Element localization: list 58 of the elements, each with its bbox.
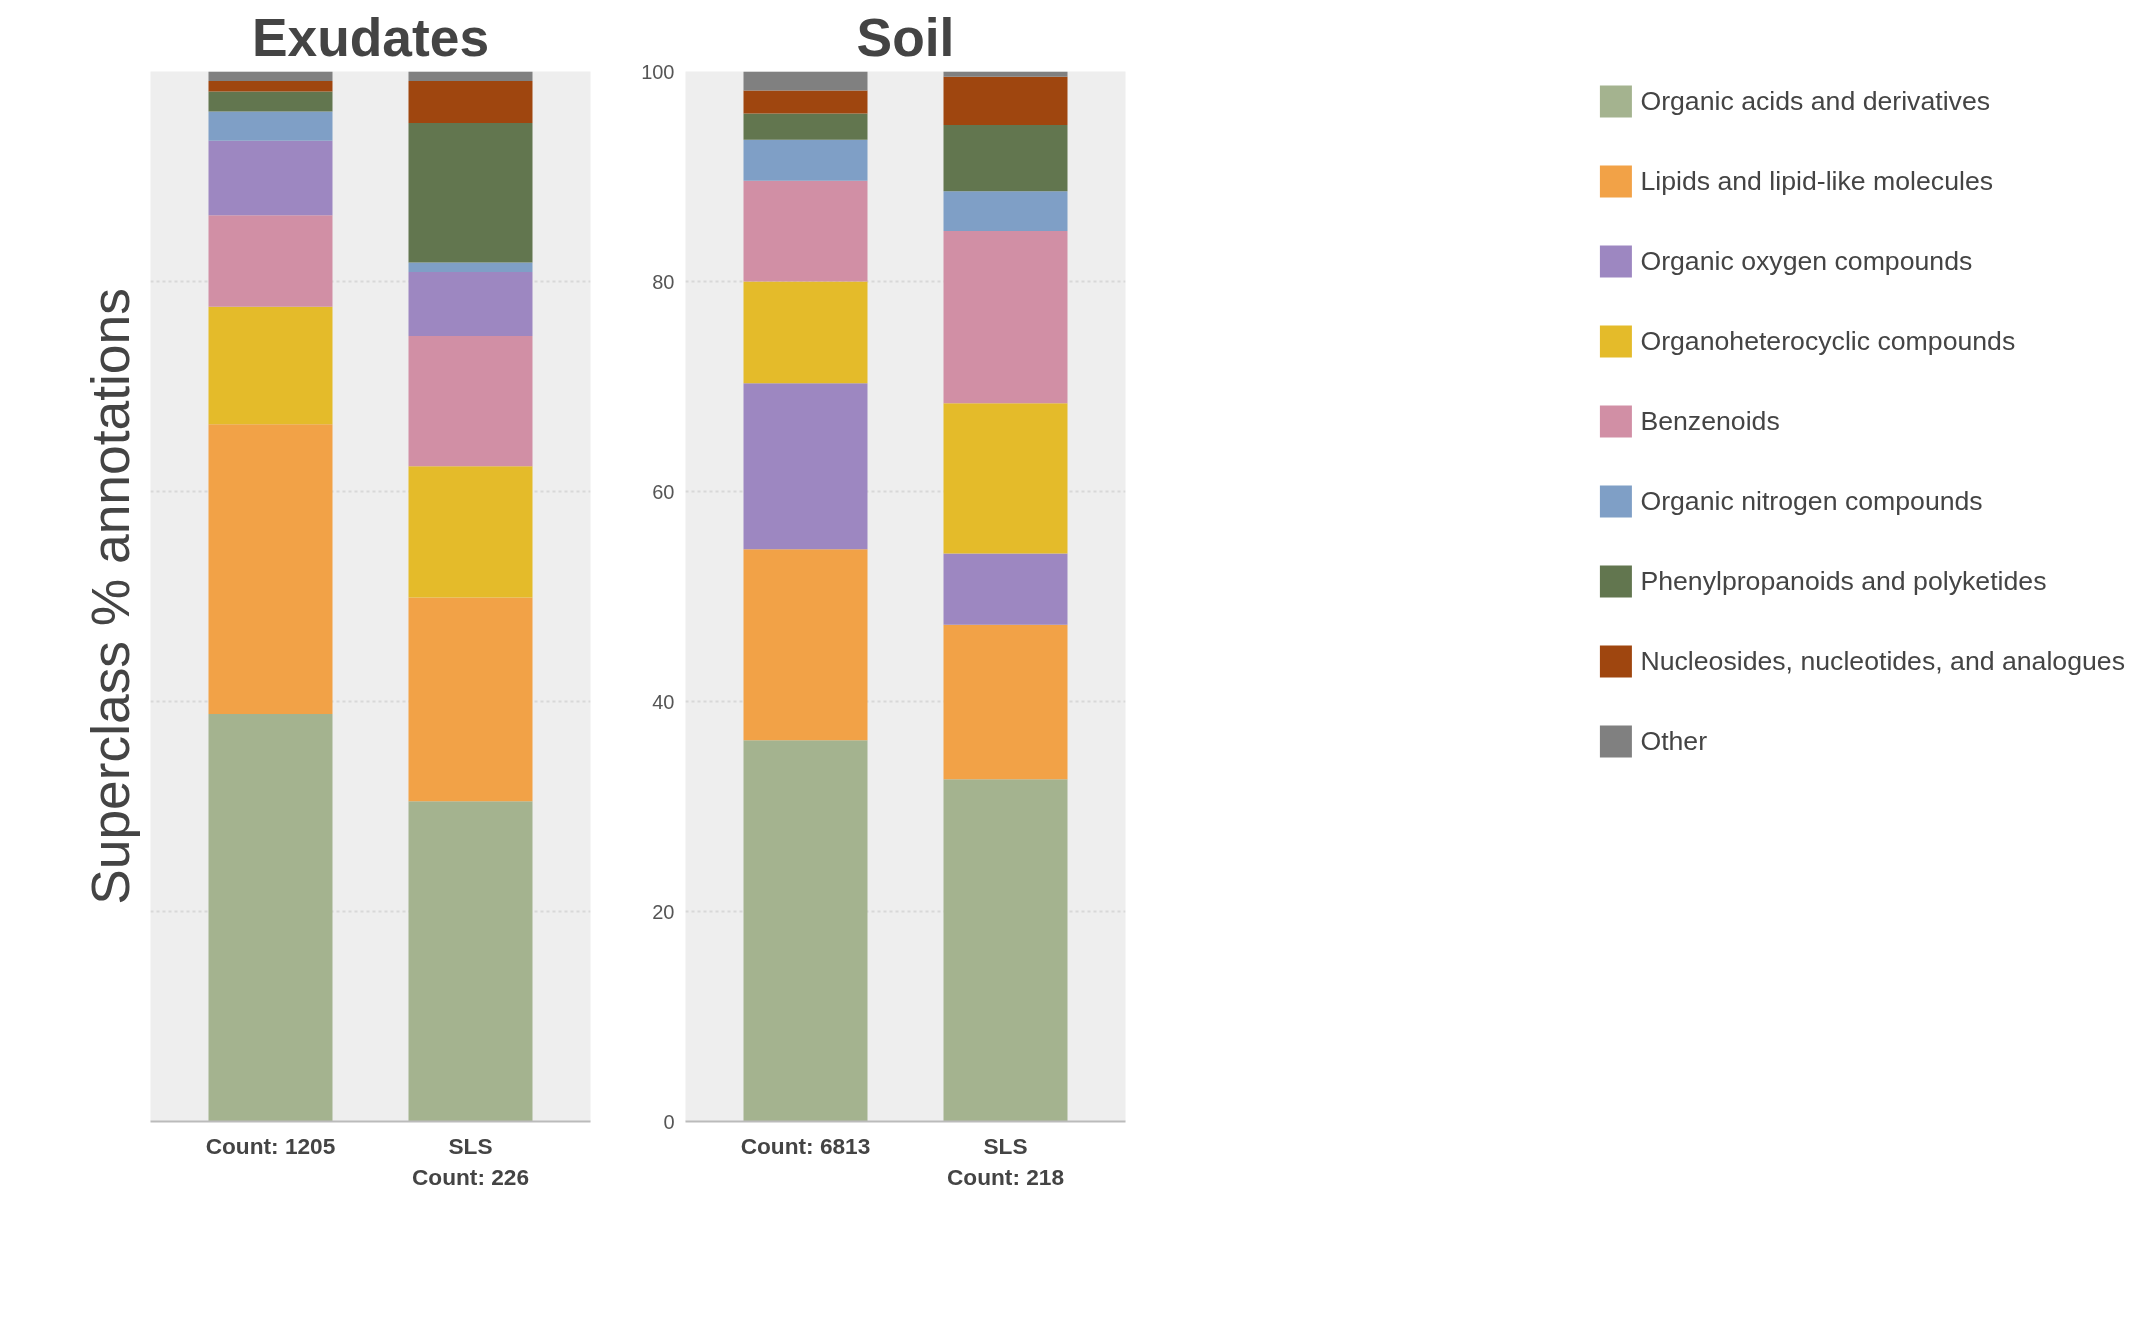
bar [408,801,533,1122]
bar [943,231,1068,404]
y-tick-label: 80 [652,270,675,293]
y-tick-label: 40 [652,690,675,713]
legend-label: Organic acids and derivatives [1640,85,1991,117]
bar [943,76,1068,126]
legend-label: Organic nitrogen compounds [1640,485,1983,517]
chart-title: Exudates [251,7,490,67]
bar [208,71,333,81]
bar [743,549,868,741]
bar [743,180,868,282]
bar [408,122,533,263]
bar [208,140,333,216]
bar [943,624,1068,780]
bar [408,597,533,802]
bar [408,71,533,81]
y-tick-label: 0 [663,1110,675,1133]
bar [943,779,1068,1122]
bar [743,71,868,91]
bar [943,71,1068,77]
bar [743,281,868,384]
x-tick-label: SLS Count: 218 [946,1132,1065,1190]
y-tick-label: 60 [652,480,675,503]
bar [943,191,1068,232]
bar [408,262,533,273]
chart-title: Soil [856,7,955,67]
bar [408,466,533,598]
bar [208,306,333,425]
bar [743,383,868,550]
bar [208,714,333,1122]
legend-label: Benzenoids [1640,405,1780,437]
legend-label: Organoheterocyclic compounds [1640,325,2016,357]
bar [208,215,333,307]
bar [408,272,533,337]
y-tick-label: 20 [652,900,675,923]
bar [743,740,868,1122]
legend-label: Organic oxygen compounds [1640,245,1973,277]
bar [408,80,533,123]
legend-label: Nucleosides, nucleotides, and analogues [1640,645,2125,677]
bar [943,403,1068,554]
bar [208,111,333,141]
bar [208,91,333,112]
bar [943,553,1068,625]
x-tick-label: Count: 1205 [205,1132,336,1159]
bar [208,80,333,92]
legend-label: Phenylpropanoids and polyketides [1640,565,2047,597]
legend-label: Other [1640,725,1708,757]
bar [743,113,868,140]
bar [743,139,868,181]
bar [208,424,333,715]
bar [408,336,533,467]
y-axis-title: Superclass % annotations [80,288,140,905]
bar [743,90,868,114]
x-tick-label: Count: 6813 [740,1132,871,1159]
x-tick-label: SLS Count: 226 [411,1132,530,1190]
y-tick-label: 100 [641,60,675,83]
bar [943,125,1068,192]
legend-label: Lipids and lipid-like molecules [1640,165,1994,197]
